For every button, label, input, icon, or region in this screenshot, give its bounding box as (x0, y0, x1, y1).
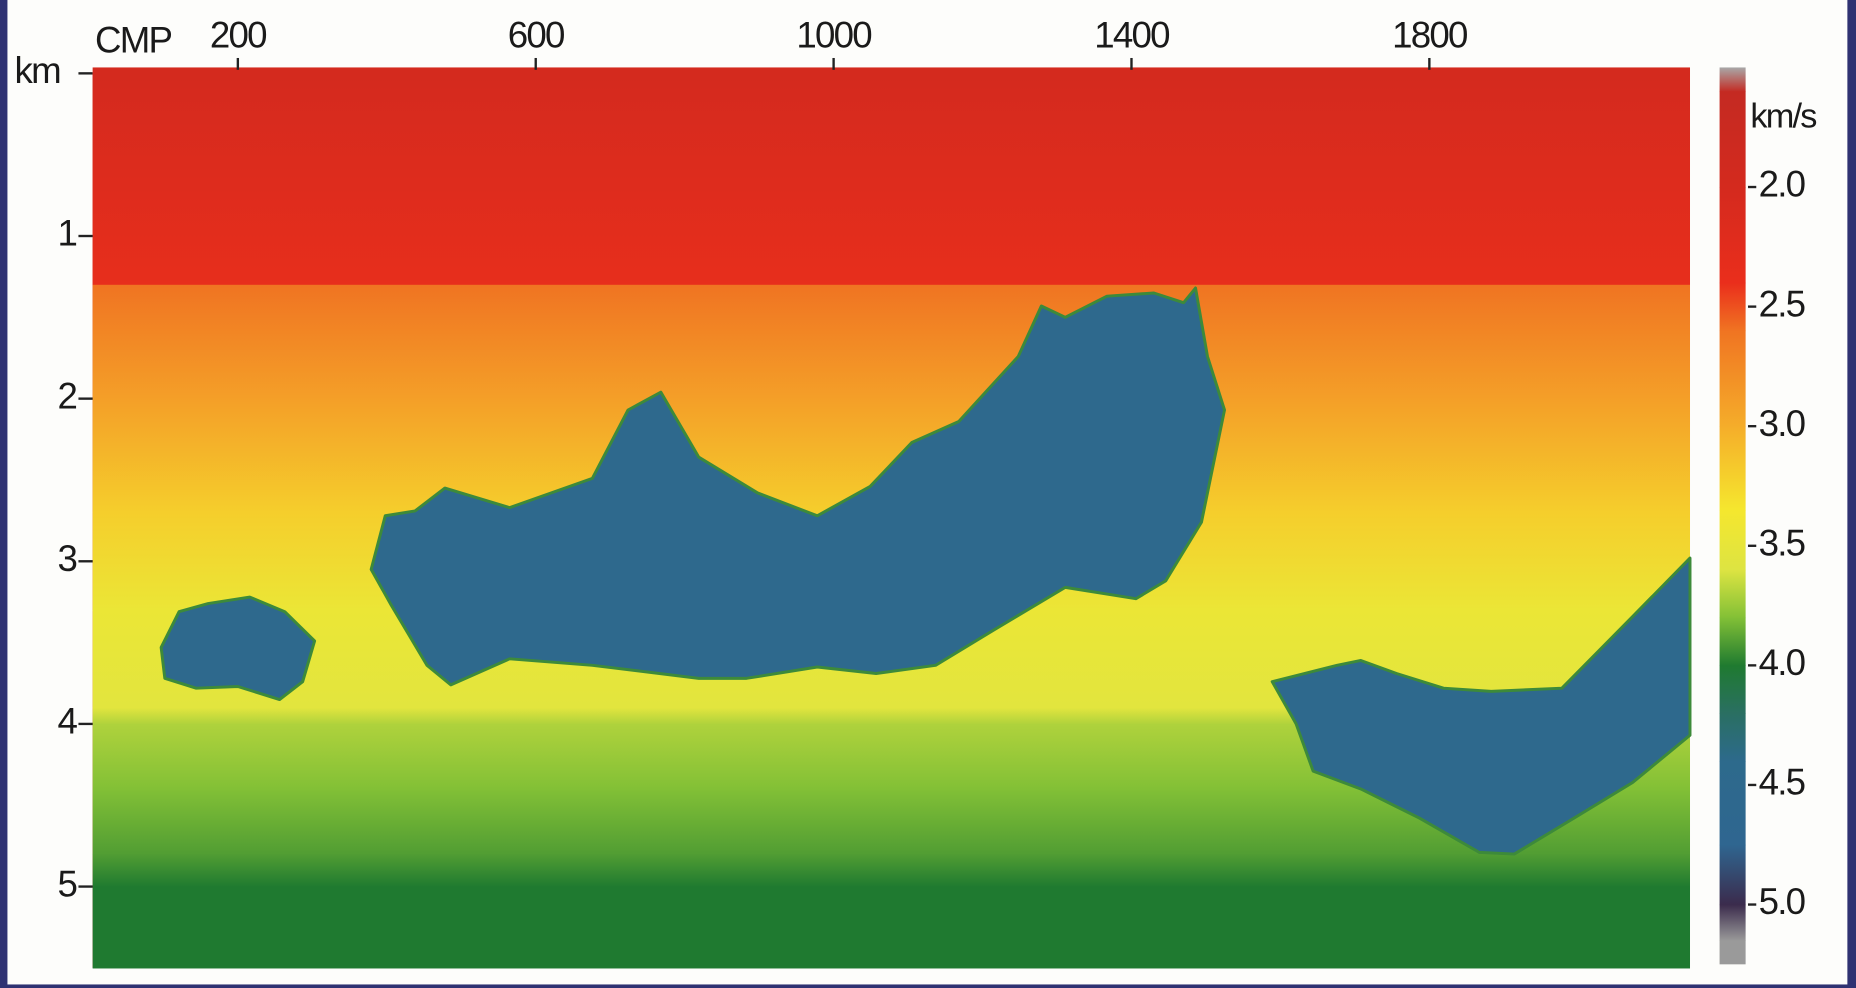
colorbar-tick-label: 2.0 (1759, 164, 1805, 205)
y-tick-label: 5 (57, 863, 76, 904)
page: {"chart_data": { "type": "velocity-secti… (0, 0, 1856, 988)
colorbar-tick-label: 2.5 (1759, 283, 1805, 324)
colorbar-segment (1720, 665, 1746, 713)
x-tick-label: 1400 (1094, 15, 1169, 56)
velocity-layer (93, 73, 1690, 285)
velocity-layer (93, 887, 1690, 969)
colorbar-tick-label: 3.5 (1759, 522, 1805, 563)
colorbar-segment (1720, 940, 1746, 964)
colorbar-segment (1720, 845, 1746, 905)
colorbar-segment (1720, 570, 1746, 618)
colorbar-segment (1720, 426, 1746, 510)
x-axis-label: CMP (95, 19, 171, 60)
colorbar-segment (1720, 713, 1746, 761)
chart: CMP km km/s 200 600 1000 1400 1800 1 2 3 4 5 2.0 2.… (0, 0, 1856, 988)
y-axis-label: km (15, 50, 61, 91)
colorbar-segment (1720, 761, 1746, 845)
colorbar-segment (1720, 91, 1746, 187)
y-tick-label: 1 (57, 213, 76, 254)
colorbar-segment (1720, 510, 1746, 570)
x-tick-label: 200 (210, 15, 266, 56)
x-tick-label: 1000 (796, 15, 871, 56)
colorbar-segment (1720, 283, 1746, 331)
y-tick-label: 3 (57, 538, 76, 579)
colorbar-segment (1720, 905, 1746, 941)
colorbar-segment (1720, 67, 1746, 92)
colorbar-segment (1720, 187, 1746, 283)
colorbar-tick-label: 4.5 (1759, 762, 1805, 803)
colorbar-segment (1720, 331, 1746, 427)
colorbar-tick-label: 5.0 (1759, 881, 1805, 922)
x-tick-label: 600 (508, 15, 564, 56)
velocity-layer (93, 285, 1690, 399)
colorbar-tick-label: 3.0 (1759, 403, 1805, 444)
y-tick-label: 2 (57, 375, 76, 416)
velocity-layer (93, 854, 1690, 887)
colorbar-tick-label: 4.0 (1759, 642, 1805, 683)
colorbar-label: km/s (1750, 97, 1816, 135)
y-tick-label: 4 (57, 701, 77, 742)
colorbar-segment (1720, 618, 1746, 666)
x-tick-label: 1800 (1392, 15, 1467, 56)
